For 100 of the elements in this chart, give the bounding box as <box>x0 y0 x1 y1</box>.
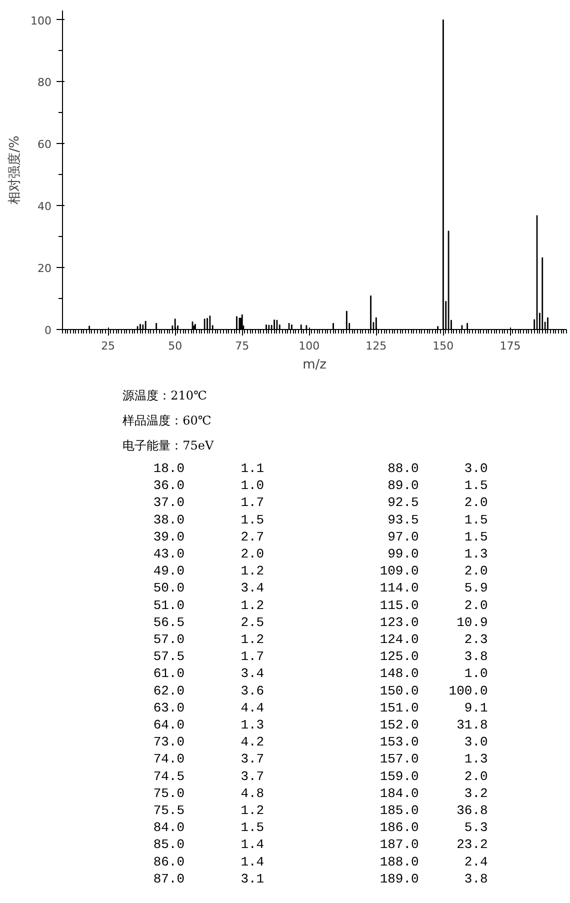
text: 115.0 <box>380 598 419 613</box>
x-tick-label: 25 <box>101 340 116 352</box>
text: 93.5 <box>388 512 419 528</box>
text: 2.5 <box>240 614 264 630</box>
text: 97.0 <box>388 529 419 544</box>
text: 73.0 <box>153 734 185 750</box>
text: 1.4 <box>240 837 264 852</box>
text: 2.0 <box>464 768 488 784</box>
x-tick-label: 75 <box>235 340 250 352</box>
text: 187.0 <box>380 837 419 852</box>
text: 3.0 <box>464 734 488 750</box>
text: 86.0 <box>153 854 185 870</box>
text: 61.0 <box>153 666 185 682</box>
text: 92.5 <box>388 495 419 510</box>
text: 1.2 <box>240 632 264 647</box>
text: 109.0 <box>380 564 419 579</box>
text: 3.7 <box>240 768 264 784</box>
text: 4.8 <box>240 786 264 801</box>
text: 1.5 <box>240 820 264 836</box>
text: 51.0 <box>153 598 185 613</box>
text: 2.4 <box>464 854 488 870</box>
text: 38.0 <box>153 512 185 528</box>
text: 153.0 <box>380 734 419 750</box>
text: 74.5 <box>153 768 185 784</box>
text: 23.2 <box>456 837 488 852</box>
text: 185.0 <box>380 803 419 818</box>
text: 150.0 <box>380 683 419 698</box>
x-tick-label: 150 <box>432 340 454 352</box>
x-tick-label: 125 <box>366 340 387 352</box>
text: 1.5 <box>464 529 488 544</box>
text: 152.0 <box>380 718 419 732</box>
text: 75.0 <box>153 786 185 801</box>
text: 1.4 <box>240 854 264 870</box>
text: 3.8 <box>464 649 488 664</box>
text: 39.0 <box>153 529 185 544</box>
y-axis-title: 相对强度/% <box>6 136 23 204</box>
y-tick-label: 0 <box>44 324 52 337</box>
y-tick-label: 100 <box>30 14 52 28</box>
y-tick-label: 20 <box>38 262 52 276</box>
text: 57.5 <box>153 649 185 664</box>
text: 124.0 <box>380 632 419 647</box>
text: 1.5 <box>464 512 488 528</box>
text: 样品温度：60℃ <box>122 414 212 428</box>
text: 1.2 <box>240 803 264 818</box>
text: 9.1 <box>464 700 488 716</box>
text: 3.7 <box>240 752 264 767</box>
text: 50.0 <box>153 580 185 596</box>
x-axis-title: m/z <box>302 358 327 372</box>
text: 4.2 <box>240 734 264 750</box>
text: 36.0 <box>153 478 185 494</box>
text: 85.0 <box>153 837 185 852</box>
text: 74.0 <box>153 752 185 767</box>
text: 88.0 <box>388 461 419 476</box>
text: 1.5 <box>464 478 488 494</box>
text: 1.5 <box>240 512 264 528</box>
text: 99.0 <box>388 546 419 562</box>
text: 84.0 <box>153 820 185 836</box>
text: 75.5 <box>153 803 185 818</box>
text: 5.9 <box>464 580 488 596</box>
text: 1.7 <box>240 495 264 510</box>
text: 1.0 <box>464 666 488 682</box>
text: 184.0 <box>380 786 419 801</box>
text: 10.9 <box>456 614 488 630</box>
text: 100.0 <box>448 683 488 698</box>
text: 3.4 <box>240 580 264 596</box>
x-tick-label: 50 <box>168 340 182 352</box>
text: 37.0 <box>153 495 185 510</box>
x-tick-label: 175 <box>500 340 521 352</box>
text: 2.0 <box>240 546 264 562</box>
text: 148.0 <box>380 666 419 682</box>
text: 1.3 <box>464 752 488 767</box>
text: 3.2 <box>464 786 488 801</box>
text: 1.2 <box>240 598 264 613</box>
text: 1.0 <box>240 478 264 494</box>
text: 157.0 <box>380 752 419 767</box>
text: 源温度：210℃ <box>122 388 207 402</box>
text: 123.0 <box>380 614 419 630</box>
text: 189.0 <box>380 871 419 886</box>
text: 3.6 <box>240 683 264 698</box>
text: 5.3 <box>464 820 488 836</box>
text: 114.0 <box>380 580 419 596</box>
text: 1.1 <box>240 461 264 476</box>
text: 1.2 <box>240 564 264 579</box>
text: 125.0 <box>380 649 419 664</box>
text: 电子能量：75eV <box>122 438 214 452</box>
text: 18.0 <box>153 461 185 476</box>
text: 89.0 <box>388 478 419 494</box>
text: 159.0 <box>380 768 419 784</box>
text: 49.0 <box>153 564 185 579</box>
y-tick-label: 40 <box>38 200 52 214</box>
text: 2.0 <box>464 598 488 613</box>
text: 4.4 <box>240 700 264 716</box>
text: 2.7 <box>240 529 264 544</box>
text: 43.0 <box>153 546 185 562</box>
text: 3.4 <box>240 666 264 682</box>
text: 151.0 <box>380 700 419 716</box>
text: 31.8 <box>456 718 488 732</box>
text: 1.3 <box>464 546 488 562</box>
y-tick-label: 60 <box>38 138 52 152</box>
text: 1.3 <box>240 718 264 732</box>
